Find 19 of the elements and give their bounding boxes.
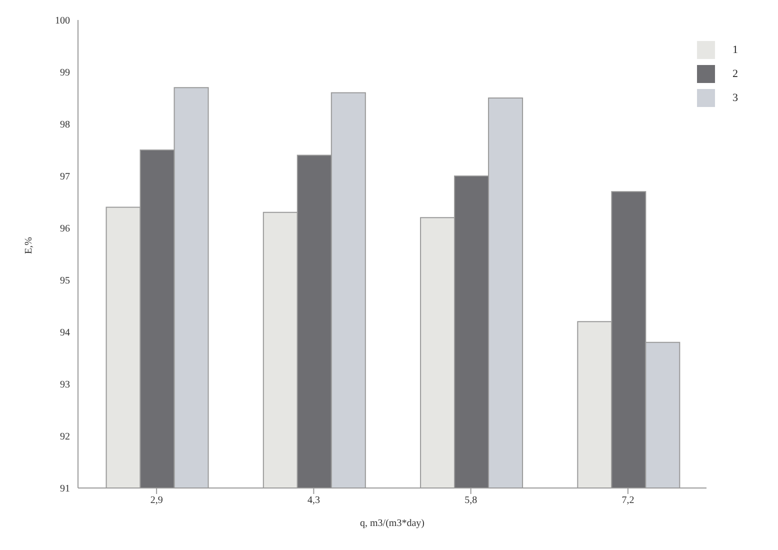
y-axis-title: E,% <box>24 237 35 254</box>
x-tick-label: 2,9 <box>150 495 163 506</box>
y-tick-label: 100 <box>55 16 70 27</box>
legend-label: 1 <box>732 44 738 56</box>
x-tick-label: 5,8 <box>464 495 478 506</box>
y-tick-label: 98 <box>60 120 70 131</box>
y-tick-label: 96 <box>60 224 70 235</box>
y-tick-label: 97 <box>60 172 70 183</box>
x-tick-label: 4,3 <box>307 495 320 506</box>
y-tick-label: 92 <box>60 432 70 443</box>
x-axis-title: q, m3/(m3*day) <box>360 518 424 529</box>
y-tick-label: 93 <box>60 380 70 391</box>
legend-label: 2 <box>732 68 738 80</box>
x-tick-label: 7,2 <box>622 495 634 506</box>
y-tick-label: 95 <box>60 276 70 287</box>
y-tick-label: 99 <box>60 68 70 79</box>
legend-label: 3 <box>732 92 738 104</box>
y-tick-label: 94 <box>60 328 70 339</box>
y-tick-label: 91 <box>60 484 70 495</box>
